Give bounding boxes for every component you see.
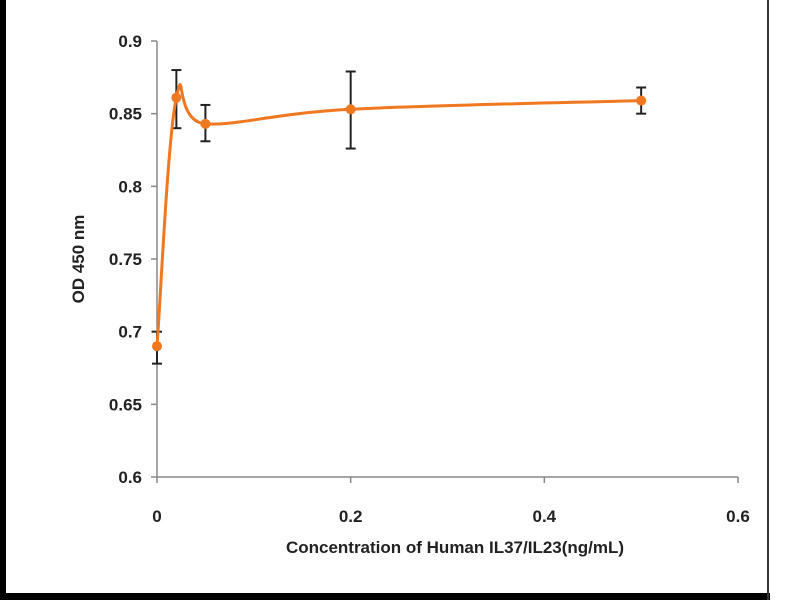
data-point [200, 118, 211, 129]
y-tick-label: 0.7 [118, 323, 142, 342]
x-tick-label: 0.2 [339, 507, 363, 526]
x-tick-label: 0.4 [533, 507, 557, 526]
y-tick-label: 0.8 [118, 177, 142, 196]
data-point [345, 104, 356, 115]
y-tick-label: 0.9 [118, 32, 142, 51]
frame-right [767, 0, 769, 600]
data-point [636, 95, 647, 106]
x-axis-label: Concentration of Human IL37/IL23(ng/mL) [286, 538, 624, 557]
data-point [171, 92, 182, 103]
y-tick-label: 0.65 [109, 395, 142, 414]
y-tick-label: 0.85 [109, 105, 142, 124]
frame-bottom [0, 593, 770, 600]
y-tick-label: 0.75 [109, 250, 142, 269]
frame-left [0, 0, 6, 600]
series-line [155, 83, 642, 347]
x-tick-label: 0 [152, 507, 161, 526]
data-point [152, 341, 162, 352]
x-tick-label: 0.6 [726, 507, 750, 526]
y-tick-label: 0.6 [118, 468, 142, 487]
y-axis-label: OD 450 nm [69, 215, 88, 304]
